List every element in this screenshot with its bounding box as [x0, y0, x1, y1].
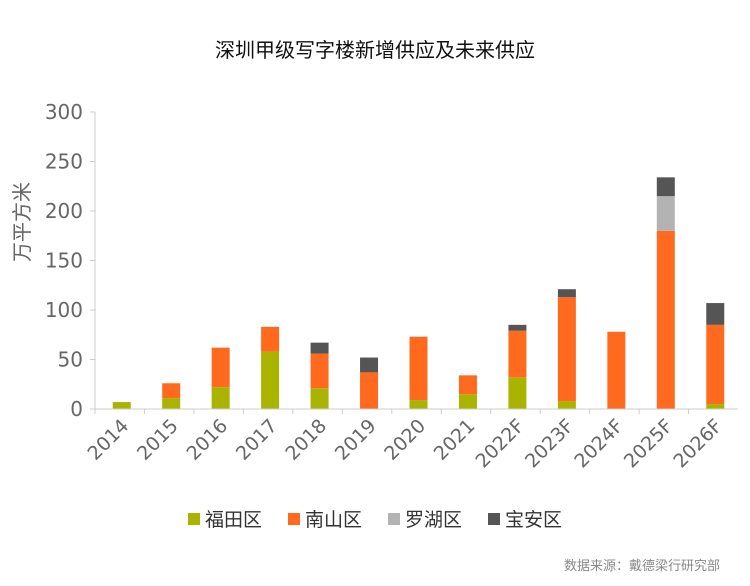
legend-swatch — [488, 512, 501, 525]
legend-label: 南山区 — [304, 509, 362, 531]
x-tick-label: 2016 — [182, 415, 232, 465]
y-tick-label: 100 — [45, 298, 83, 322]
legend-swatch — [388, 512, 400, 525]
y-tick-label: 50 — [58, 348, 83, 372]
bar-segment — [557, 401, 576, 409]
bar-segment — [261, 326, 280, 352]
bar-segment — [508, 324, 527, 331]
bar-segment — [607, 331, 626, 409]
x-tick-label: 2023F — [521, 415, 578, 472]
x-tick-label: 2020 — [380, 415, 430, 465]
x-tick-label: 2024F — [570, 415, 627, 472]
legend-label: 福田区 — [204, 509, 262, 531]
bar-segment — [557, 297, 576, 402]
y-tick-label: 150 — [45, 249, 83, 273]
bar-segment — [656, 230, 675, 409]
y-axis-label: 万平方米 — [10, 182, 34, 262]
bar-segment — [508, 330, 527, 378]
chart-title: 深圳甲级写字楼新增供应及未来供应 — [215, 38, 535, 62]
legend-item: 宝安区 — [488, 505, 562, 532]
y-tick-label: 200 — [45, 199, 83, 223]
x-tick-label: 2022F — [471, 415, 528, 472]
bar-segment — [409, 336, 428, 401]
chart-canvas: 万平方米 0 50 100 150 200 250 300 2014 2015 2016 2017… — [10, 100, 738, 472]
bar-segment — [162, 383, 181, 399]
bar-segment — [656, 177, 675, 197]
legend-item: 南山区 — [287, 505, 362, 532]
x-tick-label: 2014 — [84, 415, 134, 465]
bar-segment — [360, 372, 379, 409]
y-tick-label: 250 — [45, 150, 83, 174]
bar-segment — [310, 342, 329, 354]
bar-segment — [112, 402, 131, 409]
legend-label: 罗湖区 — [405, 509, 463, 531]
bar-segment — [310, 388, 329, 409]
bars — [112, 177, 725, 409]
bar-segment — [557, 289, 576, 298]
legend-item: 罗湖区 — [388, 505, 462, 532]
x-tick-label: 2026F — [669, 415, 726, 472]
bar-segment — [261, 351, 280, 409]
source-note: 数据来源：戴德梁行研究部 — [563, 559, 720, 574]
bar-segment — [706, 324, 725, 405]
y-axis-ticks: 0 50 100 150 200 250 300 — [45, 100, 95, 421]
bar-segment — [508, 377, 527, 409]
legend-label: 宝安区 — [505, 509, 563, 531]
bar-segment — [360, 357, 379, 373]
legend-swatch — [187, 512, 200, 525]
bar-segment — [706, 303, 725, 325]
x-tick-label: 2019 — [331, 415, 381, 465]
x-axis-ticks: 2014 2015 2016 2017 2018 2019 2020 20212022F202… — [84, 409, 727, 472]
bar-segment — [211, 387, 230, 409]
x-tick-label: 2018 — [281, 415, 331, 465]
bar-segment — [656, 196, 675, 231]
x-tick-label: 2017 — [232, 415, 282, 465]
bar-segment — [706, 404, 725, 409]
bar-segment — [211, 347, 230, 388]
legend-swatch — [287, 512, 300, 525]
y-axis-title: 万平方米 — [10, 182, 34, 262]
bar-segment — [162, 398, 181, 409]
bar-segment — [409, 400, 428, 409]
legend: 福田区 南山区 罗湖区 宝安区 — [0, 505, 750, 532]
y-tick-label: 0 — [70, 397, 83, 421]
y-tick-label: 300 — [45, 100, 83, 124]
bar-segment — [458, 394, 477, 409]
legend-item: 福田区 — [187, 505, 262, 532]
x-tick-label: 2025F — [620, 415, 677, 472]
x-tick-label: 2015 — [133, 415, 183, 465]
bar-segment — [458, 375, 477, 395]
bar-segment — [310, 353, 329, 389]
